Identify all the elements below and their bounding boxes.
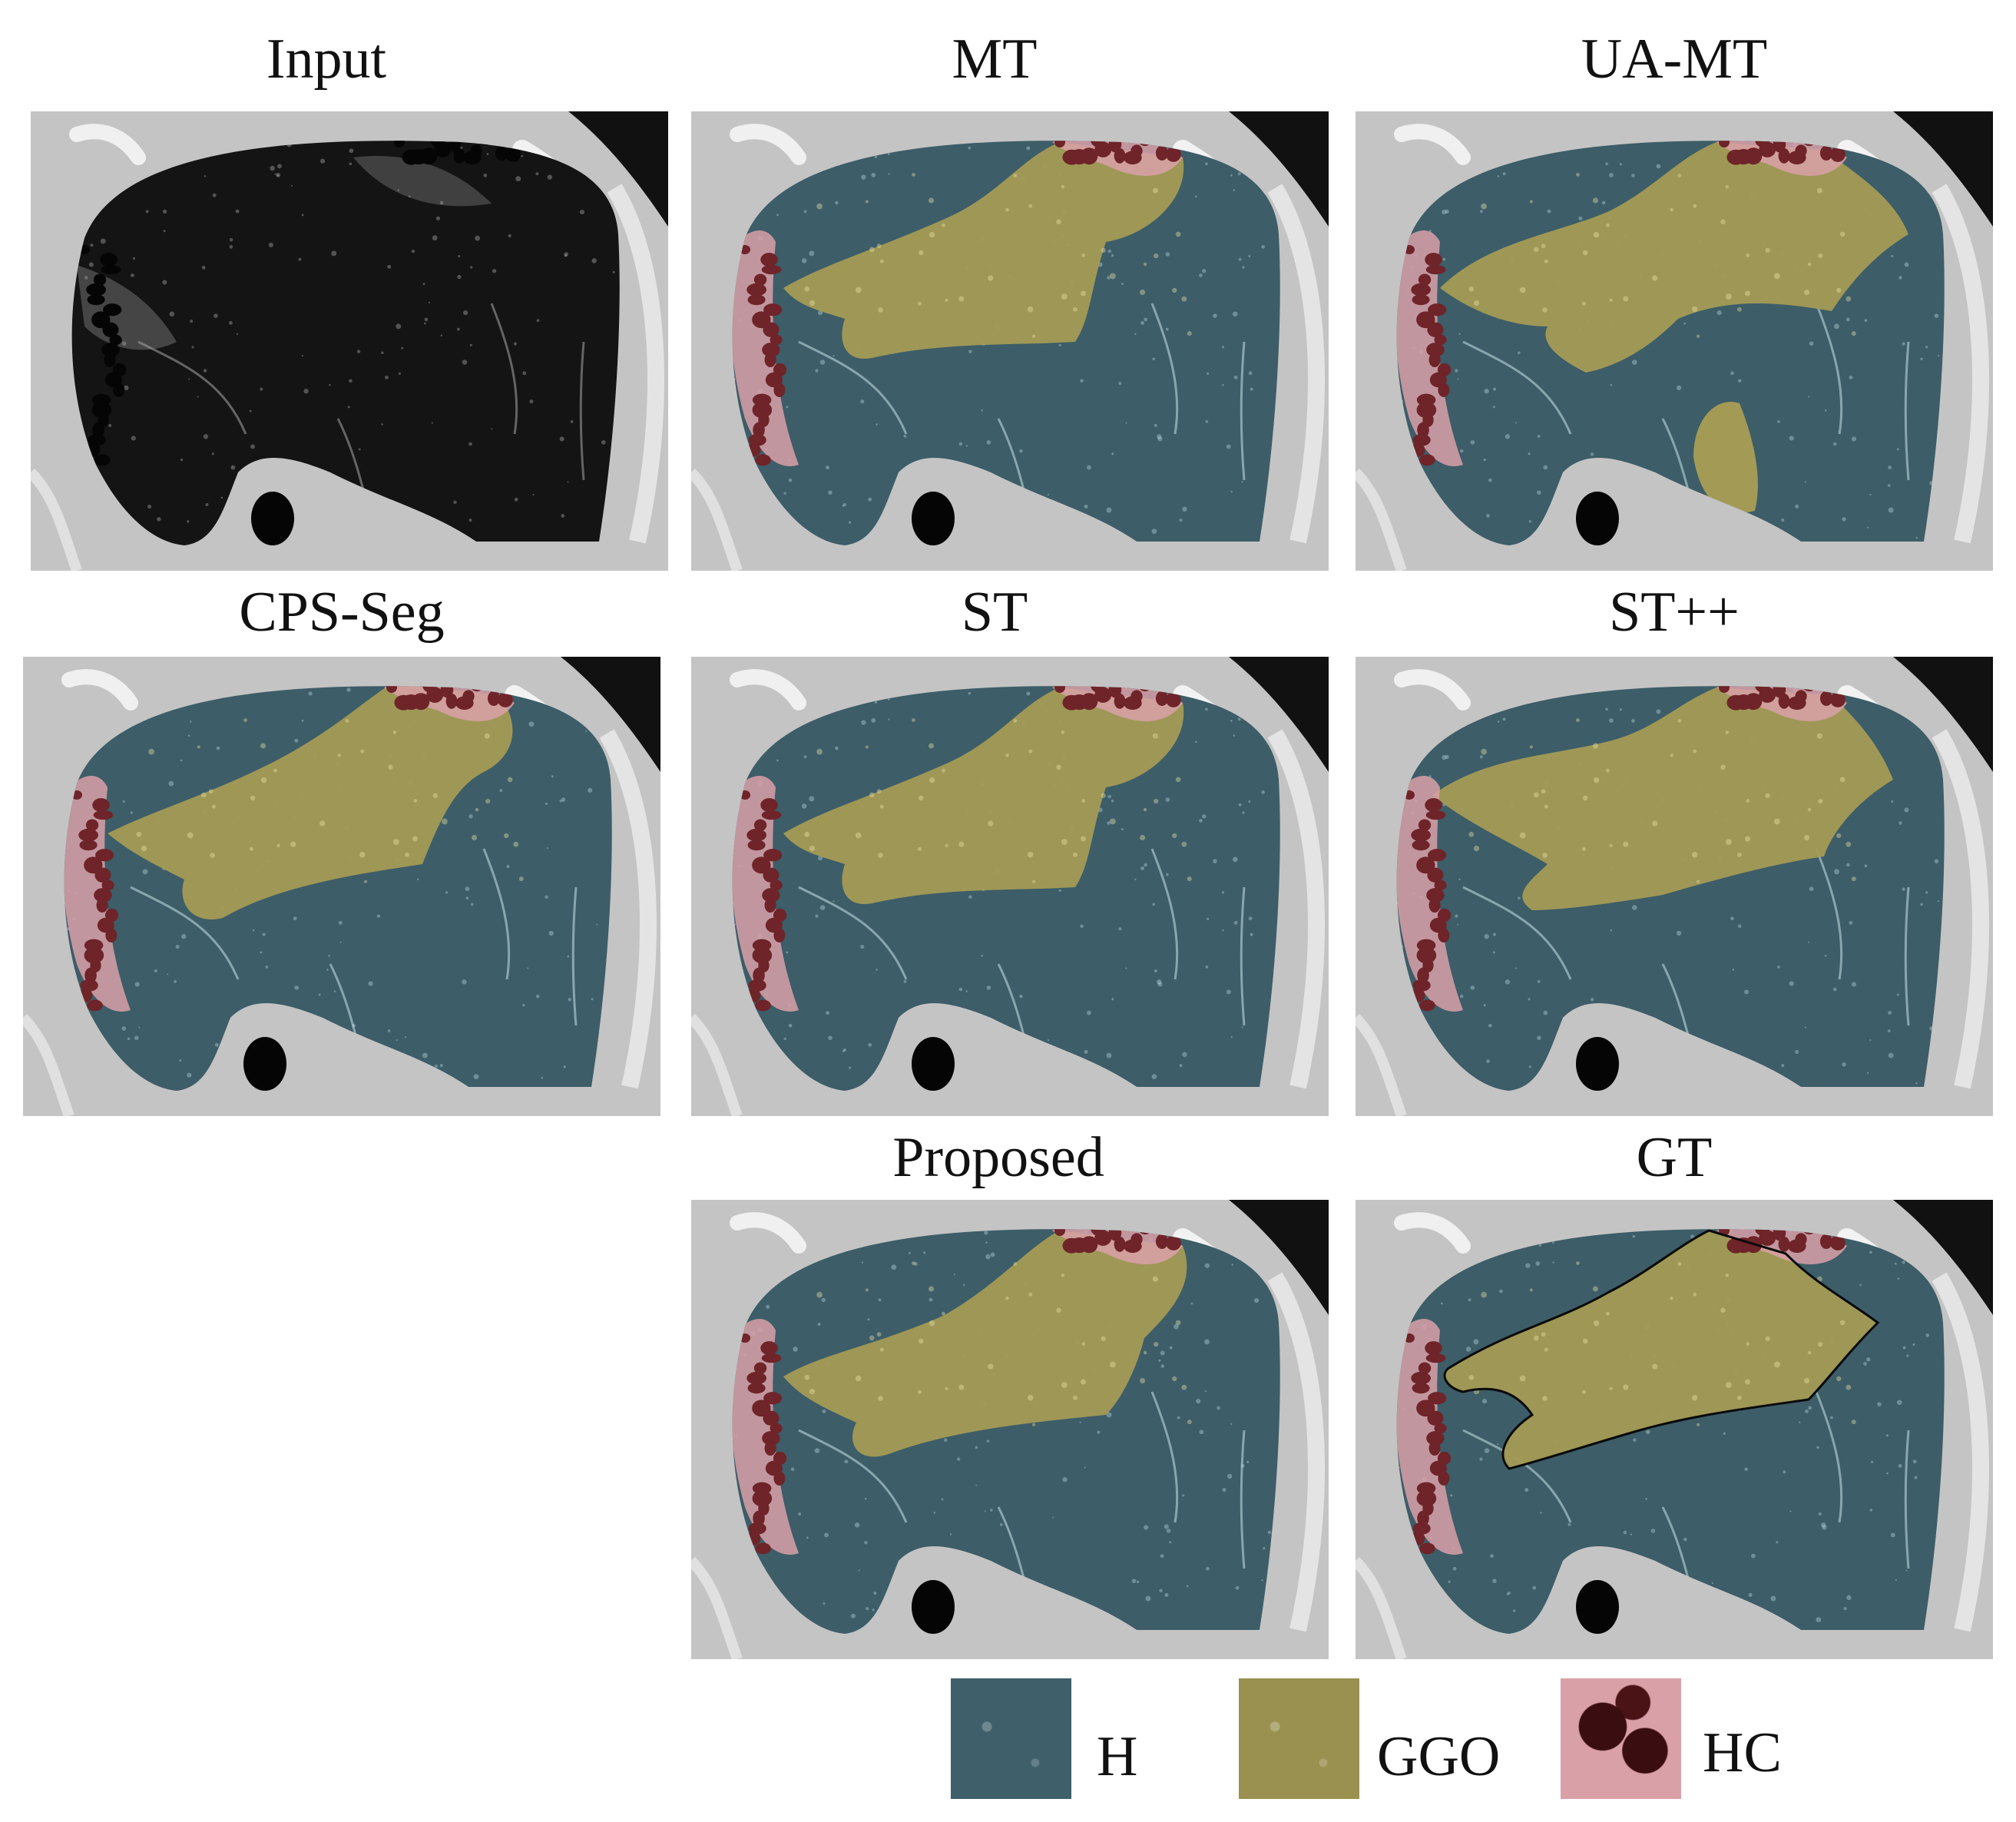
panel-title-gt: GT [1636, 1126, 1713, 1189]
legend-swatch-ggo [1239, 1678, 1359, 1799]
panel-title-mt: MT [952, 28, 1038, 91]
image-stpp [1356, 657, 1993, 1116]
image-input [31, 111, 668, 571]
legend-swatch-h [951, 1678, 1071, 1799]
image-st [691, 657, 1329, 1116]
image-uamt [1356, 111, 1993, 571]
panel-title-proposed: Proposed [892, 1126, 1104, 1189]
image-mt [691, 111, 1329, 571]
image-proposed [691, 1200, 1329, 1659]
legend-label-hc: HC [1703, 1721, 1782, 1784]
legend-label-ggo: GGO [1377, 1725, 1501, 1788]
image-cps [23, 657, 660, 1116]
panel-title-stpp: ST++ [1609, 581, 1740, 644]
panel-title-st: ST [961, 581, 1028, 644]
legend-label-h: H [1097, 1725, 1138, 1788]
image-gt [1356, 1200, 1993, 1659]
panel-title-input: Input [266, 28, 387, 91]
legend-swatch-hc [1561, 1678, 1681, 1799]
panel-title-cps: CPS-Seg [239, 581, 445, 644]
panel-title-uamt: UA-MT [1581, 28, 1768, 91]
